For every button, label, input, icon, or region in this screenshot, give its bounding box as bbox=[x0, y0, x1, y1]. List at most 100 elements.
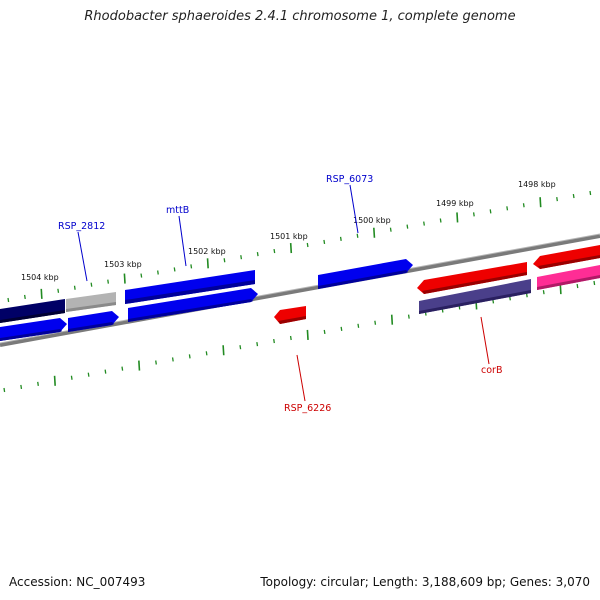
scale-minor-tick bbox=[256, 342, 259, 347]
gene-label-corb: corB bbox=[481, 365, 502, 376]
upper-scale bbox=[7, 190, 592, 303]
scale-minor-tick bbox=[357, 323, 360, 328]
scale-minor-tick bbox=[87, 372, 90, 377]
scale-minor-tick bbox=[556, 197, 558, 202]
gene-red-upper[interactable] bbox=[417, 262, 527, 294]
page-title: Rhodobacter sphaeroides 2.4.1 chromosome… bbox=[84, 9, 516, 24]
scale-minor-tick bbox=[389, 227, 392, 232]
scale-minor-tick bbox=[73, 285, 76, 290]
scale-minor-tick bbox=[190, 264, 193, 269]
scale-minor-tick bbox=[188, 354, 191, 359]
scale-minor-tick bbox=[121, 366, 124, 371]
scale-major-tick bbox=[53, 375, 56, 386]
scale-minor-tick bbox=[90, 282, 93, 287]
scale-minor-tick bbox=[340, 326, 343, 331]
gene-label-rsp2812: RSP_2812 bbox=[58, 221, 105, 232]
scale-minor-tick bbox=[239, 345, 242, 350]
scale-minor-tick bbox=[576, 283, 579, 289]
gene-pink[interactable] bbox=[537, 265, 600, 290]
scale-minor-tick bbox=[356, 233, 359, 238]
scale-minor-tick bbox=[20, 384, 23, 390]
scale-major-tick bbox=[206, 258, 209, 269]
scale-label-1503: 1503 kbp bbox=[104, 260, 142, 269]
leader-corb bbox=[480, 316, 490, 365]
scale-minor-tick bbox=[273, 338, 275, 344]
scale-major-tick bbox=[289, 242, 293, 254]
scale-label-1500: 1500 kbp bbox=[353, 216, 391, 225]
scale-major-tick bbox=[222, 345, 225, 356]
scale-minor-tick bbox=[593, 280, 596, 286]
scale-minor-tick bbox=[70, 375, 73, 380]
leader-rsp6073 bbox=[349, 184, 359, 234]
gene-blue-left-shade bbox=[0, 329, 62, 341]
gene-mttb-upper-shade bbox=[125, 280, 255, 304]
leader-mttb bbox=[178, 215, 187, 267]
gene-navy-left[interactable] bbox=[0, 299, 65, 323]
gene-rsp6073[interactable] bbox=[318, 259, 413, 289]
scale-minor-tick bbox=[205, 351, 208, 356]
scale-major-tick bbox=[390, 314, 394, 325]
scale-minor-tick bbox=[23, 294, 26, 300]
scale-major-tick bbox=[40, 288, 43, 299]
gene-slate-shade bbox=[419, 290, 531, 314]
scale-minor-tick bbox=[306, 242, 309, 248]
scale-minor-tick bbox=[104, 369, 107, 374]
gene-mttb-lower-shade bbox=[128, 299, 253, 322]
gene-red-far-right[interactable] bbox=[533, 245, 600, 269]
leader-rsp2812 bbox=[77, 231, 88, 282]
gene-label-rsp6226: RSP_6226 bbox=[284, 403, 331, 414]
scale-minor-tick bbox=[374, 320, 377, 325]
scale-minor-tick bbox=[339, 236, 342, 241]
gene-rsp2812-shade bbox=[68, 322, 114, 332]
scale-minor-tick bbox=[289, 335, 292, 341]
scale-minor-tick bbox=[3, 387, 6, 393]
scale-minor-tick bbox=[157, 270, 159, 275]
scale-label-1499: 1499 kbp bbox=[436, 199, 474, 208]
scale-minor-tick bbox=[240, 255, 243, 260]
scale-minor-tick bbox=[173, 267, 176, 272]
scale-minor-tick bbox=[7, 297, 10, 303]
gene-rsp2812[interactable] bbox=[68, 311, 119, 332]
scale-major-tick bbox=[539, 197, 542, 208]
scale-label-1504: 1504 kbp bbox=[21, 273, 59, 282]
scale-major-tick bbox=[456, 212, 459, 223]
scale-minor-tick bbox=[155, 360, 157, 365]
leader-rsp6226 bbox=[296, 354, 306, 402]
gene-rsp6226-shade bbox=[278, 316, 306, 324]
gene-pink-shade bbox=[537, 275, 600, 290]
gene-red-upper-shade bbox=[422, 272, 527, 294]
scale-minor-tick bbox=[256, 252, 259, 257]
gene-label-mttb: mttB bbox=[166, 205, 189, 216]
gene-label-rsp6073: RSP_6073 bbox=[326, 174, 373, 185]
scale-label-1501: 1501 kbp bbox=[270, 232, 308, 241]
gene-rsp6073-shade bbox=[318, 270, 408, 289]
gene-blue-left[interactable] bbox=[0, 318, 67, 341]
scale-minor-tick bbox=[323, 329, 326, 335]
gene-gray[interactable] bbox=[66, 292, 116, 312]
scale-minor-tick bbox=[223, 258, 226, 263]
scale-label-1502: 1502 kbp bbox=[188, 247, 226, 256]
scale-major-tick bbox=[559, 284, 562, 295]
scale-minor-tick bbox=[572, 193, 575, 199]
scale-major-tick bbox=[123, 273, 126, 284]
scale-minor-tick bbox=[542, 290, 545, 295]
scale-label-1498: 1498 kbp bbox=[518, 180, 556, 189]
scale-minor-tick bbox=[506, 206, 509, 211]
gene-mttb-lower[interactable] bbox=[128, 288, 258, 322]
scale-minor-tick bbox=[107, 279, 110, 284]
scale-major-tick bbox=[138, 360, 141, 371]
scale-minor-tick bbox=[406, 224, 409, 229]
scale-minor-tick bbox=[323, 239, 326, 245]
gene-gray-shade bbox=[66, 302, 116, 312]
scale-minor-tick bbox=[522, 203, 525, 208]
gene-navy-left-shade bbox=[0, 310, 65, 323]
scale-major-tick bbox=[373, 227, 376, 238]
scale-minor-tick bbox=[407, 314, 410, 319]
gene-slate[interactable] bbox=[419, 279, 531, 314]
scale-minor-tick bbox=[439, 218, 442, 223]
scale-minor-tick bbox=[525, 293, 528, 298]
lower-scale bbox=[3, 280, 596, 393]
scale-minor-tick bbox=[273, 248, 276, 254]
accession-label: Accession: NC_007493 bbox=[9, 575, 146, 589]
